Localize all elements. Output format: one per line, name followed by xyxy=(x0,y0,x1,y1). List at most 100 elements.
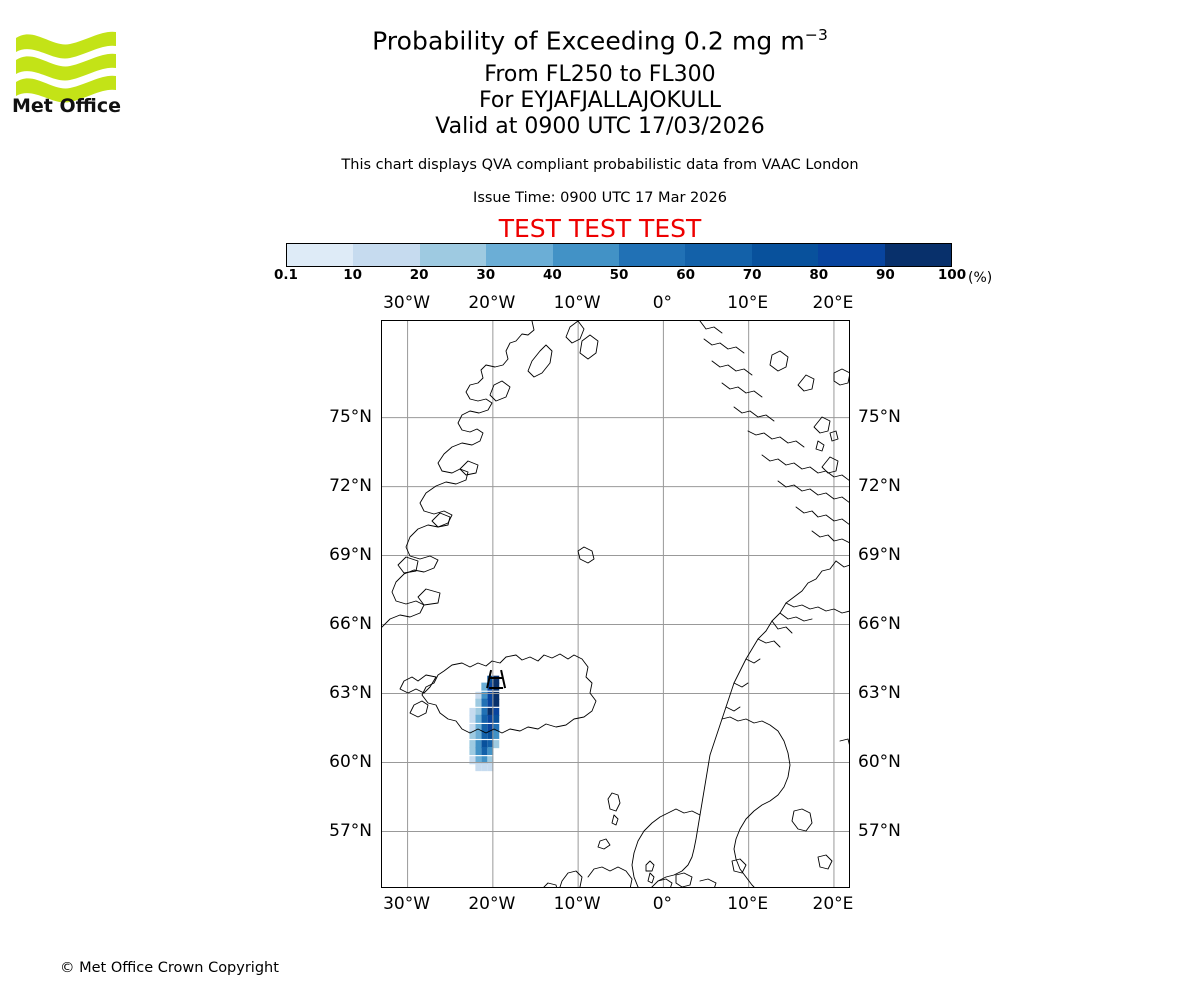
ash-cell xyxy=(487,698,494,707)
ash-cell xyxy=(475,730,482,739)
ash-cell xyxy=(487,740,494,749)
lat-label-right-66°N: 66°N xyxy=(858,613,901,634)
colorbar-tick-20: 20 xyxy=(409,267,429,283)
ash-cell xyxy=(475,714,482,723)
ash-cell xyxy=(487,763,494,772)
logo-text: Met Office xyxy=(12,95,121,113)
ash-cell xyxy=(469,730,476,739)
lat-label-left-60°N: 60°N xyxy=(329,751,372,772)
lat-label-left-69°N: 69°N xyxy=(329,544,372,565)
map-gridlines xyxy=(382,321,849,887)
colorbar-segment-2 xyxy=(419,244,487,266)
lon-label-top-30°W: 30°W xyxy=(383,293,431,313)
colorbar-tick-90: 90 xyxy=(875,267,895,283)
ash-cell xyxy=(481,707,488,716)
lat-label-right-69°N: 69°N xyxy=(858,544,901,565)
probability-colorbar xyxy=(286,243,952,267)
ash-cell xyxy=(487,675,494,684)
test-banner: TEST TEST TEST xyxy=(498,214,702,243)
volcano-name-subtitle: For EYJAFJALLAJOKULL xyxy=(479,88,721,113)
colorbar-segment-9 xyxy=(884,244,952,266)
ash-cell xyxy=(487,682,494,691)
ash-cell xyxy=(475,724,482,733)
ash-cell xyxy=(475,691,482,700)
ash-cell xyxy=(481,763,488,772)
colorbar-segment-3 xyxy=(486,244,553,266)
chart-title-text: Probability of Exceeding 0.2 mg m xyxy=(372,26,805,56)
colorbar-tick-30: 30 xyxy=(476,267,496,283)
lon-label-top-20°W: 20°W xyxy=(468,293,516,313)
met-office-logo: Met Office xyxy=(12,18,122,113)
ash-cell xyxy=(481,698,488,707)
colorbar-tick-60: 60 xyxy=(676,267,695,283)
lon-label-bottom-20°E: 20°E xyxy=(812,894,854,914)
issue-time-label: Issue Time: 0900 UTC 17 Mar 2026 xyxy=(473,190,727,206)
colorbar-gradient xyxy=(286,243,952,267)
volcano-source-marker xyxy=(486,669,507,690)
coastlines xyxy=(382,321,849,887)
chart-title-exponent: −3 xyxy=(804,26,828,44)
qva-compliance-note: This chart displays QVA compliant probab… xyxy=(341,157,859,173)
colorbar-segment-7 xyxy=(751,244,819,266)
colorbar-segment-0 xyxy=(287,244,354,266)
lat-label-left-63°N: 63°N xyxy=(329,682,372,703)
flight-level-subtitle: From FL250 to FL300 xyxy=(484,62,716,87)
ash-cell xyxy=(481,714,488,723)
colorbar-tick-0.1: 0.1 xyxy=(274,267,298,283)
ash-cell xyxy=(493,682,500,691)
lat-label-right-75°N: 75°N xyxy=(858,406,901,427)
ash-cell xyxy=(469,740,476,749)
map-plot-area xyxy=(381,320,850,888)
lat-label-left-66°N: 66°N xyxy=(329,613,372,634)
ash-cell xyxy=(493,714,500,723)
colorbar-tick-labels: 0.1 10 20 30 40 50 60 70 80 90 100 xyxy=(274,267,966,285)
ash-cell xyxy=(469,756,476,765)
lon-label-bottom-10°W: 10°W xyxy=(553,894,601,914)
ash-cell xyxy=(481,747,488,756)
colorbar-segment-5 xyxy=(619,244,686,266)
colorbar-tick-50: 50 xyxy=(609,267,629,283)
ash-cell xyxy=(475,763,482,772)
ash-cell xyxy=(481,691,488,700)
colorbar-unit-label: (%) xyxy=(968,270,993,286)
lat-label-right-72°N: 72°N xyxy=(858,475,901,496)
ash-probability-layer xyxy=(469,675,500,772)
lon-label-bottom-20°W: 20°W xyxy=(468,894,516,914)
ash-cell xyxy=(493,740,500,749)
ash-cell xyxy=(475,756,482,765)
ash-cell xyxy=(487,707,494,716)
lon-label-top-20°E: 20°E xyxy=(812,293,854,313)
logo-waves xyxy=(16,31,116,103)
colorbar-tick-80: 80 xyxy=(809,267,829,283)
ash-cell xyxy=(481,724,488,733)
ash-cell xyxy=(481,730,488,739)
ash-cell xyxy=(475,740,482,749)
ash-cell xyxy=(469,714,476,723)
lat-label-left-75°N: 75°N xyxy=(329,406,372,427)
ash-cell xyxy=(487,714,494,723)
ash-cell xyxy=(487,747,494,756)
colorbar-segment-1 xyxy=(353,244,420,266)
lon-label-bottom-0°: 0° xyxy=(652,894,673,914)
ash-cell xyxy=(493,730,500,739)
ash-cell xyxy=(481,740,488,749)
colorbar-tick-10: 10 xyxy=(343,267,362,283)
colorbar-tick-100: 100 xyxy=(937,267,967,283)
ash-cell xyxy=(487,724,494,733)
colorbar-segment-4 xyxy=(552,244,620,266)
copyright-notice: © Met Office Crown Copyright xyxy=(60,960,279,976)
ash-cell xyxy=(469,707,476,716)
lon-label-bottom-10°E: 10°E xyxy=(727,894,769,914)
ash-cell xyxy=(493,691,500,700)
ash-cell xyxy=(487,730,494,739)
ash-cell xyxy=(481,682,488,691)
lat-label-right-60°N: 60°N xyxy=(858,751,901,772)
valid-time-subtitle: Valid at 0900 UTC 17/03/2026 xyxy=(435,114,765,139)
colorbar-tick-40: 40 xyxy=(542,267,562,283)
ash-cell xyxy=(481,756,488,765)
ash-cell xyxy=(493,724,500,733)
colorbar-segment-6 xyxy=(685,244,752,266)
ash-cell xyxy=(469,724,476,733)
chart-title: Probability of Exceeding 0.2 mg m−3 xyxy=(0,26,1200,55)
